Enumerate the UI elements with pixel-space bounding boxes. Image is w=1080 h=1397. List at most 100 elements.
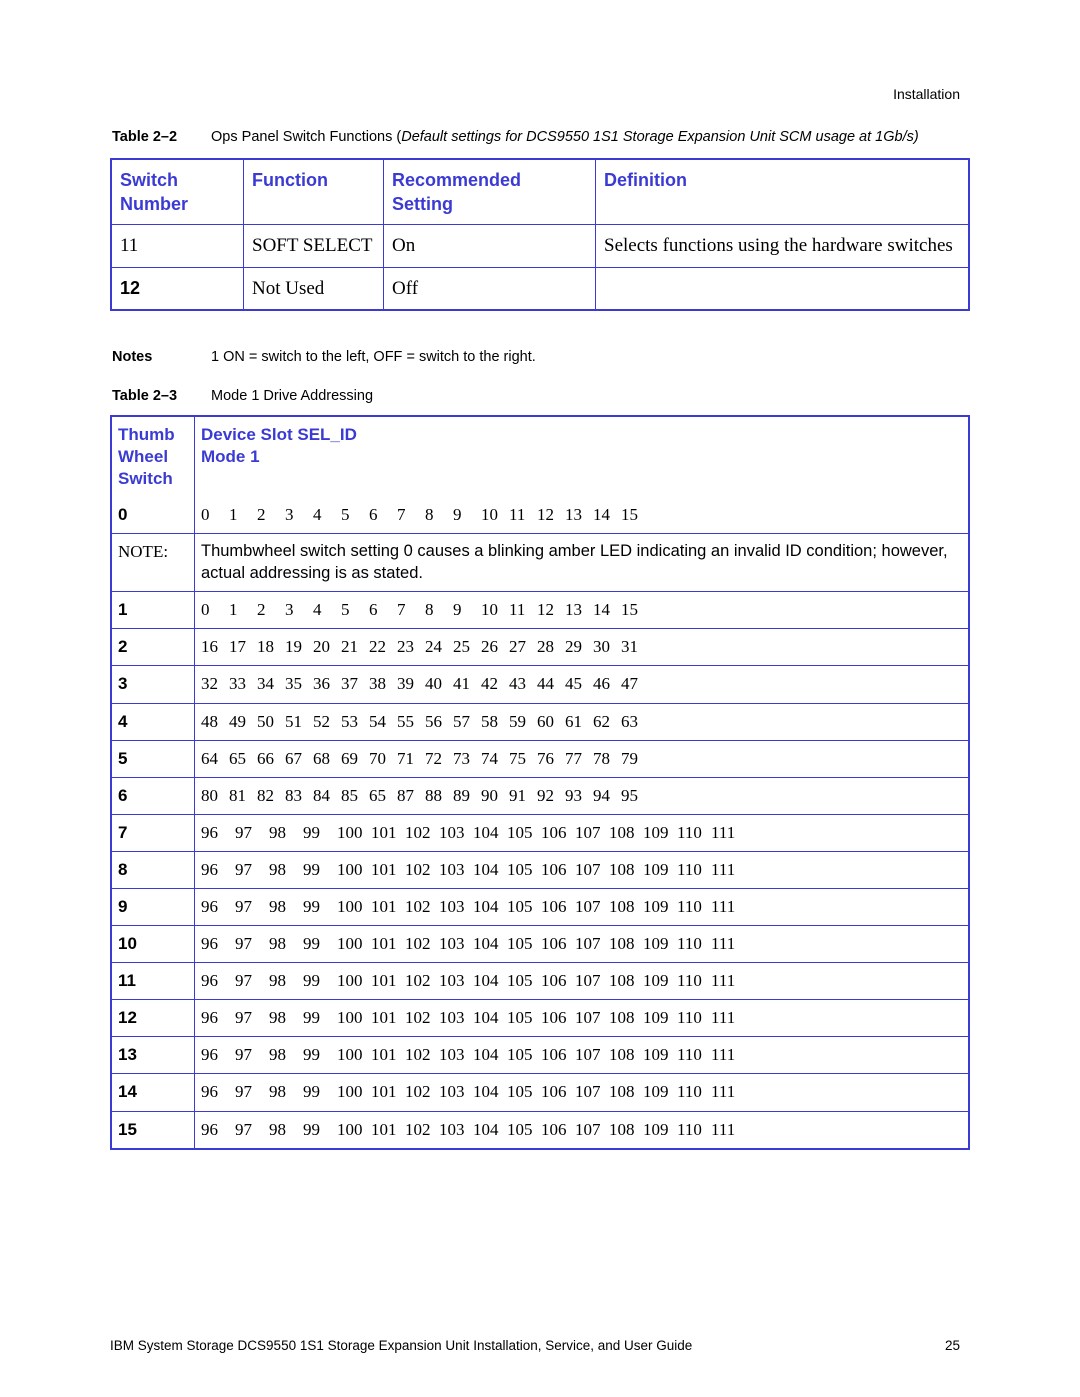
table22-col-function: Function bbox=[244, 159, 384, 225]
value: 107 bbox=[575, 933, 609, 955]
value: 7 bbox=[397, 504, 425, 526]
cell bbox=[596, 267, 970, 310]
cell: 11 bbox=[111, 225, 244, 268]
value: 98 bbox=[269, 1007, 303, 1029]
note-row: NOTE:Thumbwheel switch setting 0 causes … bbox=[111, 534, 969, 592]
value: 100 bbox=[337, 933, 371, 955]
values-cell: 48495051525354555657585960616263 bbox=[195, 703, 970, 740]
values-cell: 9697989910010110210310410510610710810911… bbox=[195, 1111, 970, 1149]
table23-caption-text: Mode 1 Drive Addressing bbox=[211, 388, 373, 404]
thumbwheel-cell: 11 bbox=[111, 963, 195, 1000]
value: 96 bbox=[201, 970, 235, 992]
table-row: 1296979899100101102103104105106107108109… bbox=[111, 1000, 969, 1037]
table-row: 1396979899100101102103104105106107108109… bbox=[111, 1037, 969, 1074]
value: 105 bbox=[507, 859, 541, 881]
value: 6 bbox=[369, 504, 397, 526]
table-row: 1596979899100101102103104105106107108109… bbox=[111, 1111, 969, 1149]
table22-caption-label: Table 2–2 bbox=[112, 128, 207, 148]
value: 108 bbox=[609, 822, 643, 844]
value: 21 bbox=[341, 636, 369, 658]
table23-caption: Table 2–3 Mode 1 Drive Addressing bbox=[110, 387, 970, 407]
table-row: 1496979899100101102103104105106107108109… bbox=[111, 1074, 969, 1111]
value: 80 bbox=[201, 785, 229, 807]
value: 107 bbox=[575, 970, 609, 992]
values-cell: 9697989910010110210310410510610710810911… bbox=[195, 1037, 970, 1074]
value: 58 bbox=[481, 711, 509, 733]
value: 13 bbox=[565, 599, 593, 621]
table23-caption-label: Table 2–3 bbox=[112, 387, 207, 407]
value: 97 bbox=[235, 859, 269, 881]
value: 36 bbox=[313, 673, 341, 695]
value: 8 bbox=[425, 599, 453, 621]
value: 99 bbox=[303, 859, 337, 881]
value: 96 bbox=[201, 859, 235, 881]
value: 105 bbox=[507, 970, 541, 992]
value: 23 bbox=[397, 636, 425, 658]
value: 6 bbox=[369, 599, 397, 621]
value: 109 bbox=[643, 896, 677, 918]
value: 105 bbox=[507, 1007, 541, 1029]
value: 111 bbox=[711, 822, 745, 844]
value: 98 bbox=[269, 896, 303, 918]
value: 2 bbox=[257, 599, 285, 621]
value: 41 bbox=[453, 673, 481, 695]
value: 111 bbox=[711, 970, 745, 992]
values-cell: 0123456789101112131415 bbox=[195, 592, 970, 629]
value: 27 bbox=[509, 636, 537, 658]
value: 104 bbox=[473, 822, 507, 844]
value: 11 bbox=[509, 504, 537, 526]
value: 93 bbox=[565, 785, 593, 807]
value: 77 bbox=[565, 748, 593, 770]
value: 67 bbox=[285, 748, 313, 770]
value: 96 bbox=[201, 1007, 235, 1029]
cell: SOFT SELECT bbox=[244, 225, 384, 268]
value: 79 bbox=[621, 748, 649, 770]
value: 107 bbox=[575, 1044, 609, 1066]
value: 26 bbox=[481, 636, 509, 658]
thumbwheel-cell: 14 bbox=[111, 1074, 195, 1111]
value: 51 bbox=[285, 711, 313, 733]
values-cell: 80818283848565878889909192939495 bbox=[195, 777, 970, 814]
value: 59 bbox=[509, 711, 537, 733]
value: 107 bbox=[575, 859, 609, 881]
thumbwheel-cell: 13 bbox=[111, 1037, 195, 1074]
value: 62 bbox=[593, 711, 621, 733]
value: 18 bbox=[257, 636, 285, 658]
cell: 12 bbox=[111, 267, 244, 310]
text: Device Slot SEL_IDMode 1 bbox=[201, 425, 357, 466]
value: 105 bbox=[507, 1119, 541, 1141]
table-row: 680818283848565878889909192939495 bbox=[111, 777, 969, 814]
value: 97 bbox=[235, 1007, 269, 1029]
value: 106 bbox=[541, 933, 575, 955]
header-section: Installation bbox=[893, 86, 960, 102]
value: 104 bbox=[473, 1119, 507, 1141]
table22-header-row: Switch Number Function Recommended Setti… bbox=[111, 159, 969, 225]
value: 107 bbox=[575, 896, 609, 918]
value: 10 bbox=[481, 504, 509, 526]
value: 29 bbox=[565, 636, 593, 658]
value: 105 bbox=[507, 933, 541, 955]
value: 52 bbox=[313, 711, 341, 733]
value: 92 bbox=[537, 785, 565, 807]
values-cell: 64656667686970717273747576777879 bbox=[195, 740, 970, 777]
table22-col-definition: Definition bbox=[596, 159, 970, 225]
text: Thumb Wheel Switch bbox=[118, 425, 175, 488]
value: 105 bbox=[507, 1044, 541, 1066]
value: 54 bbox=[369, 711, 397, 733]
value: 94 bbox=[593, 785, 621, 807]
value: 108 bbox=[609, 1044, 643, 1066]
value: 111 bbox=[711, 896, 745, 918]
value: 43 bbox=[509, 673, 537, 695]
value: 106 bbox=[541, 1081, 575, 1103]
value: 99 bbox=[303, 1044, 337, 1066]
value: 0 bbox=[201, 599, 229, 621]
value: 16 bbox=[201, 636, 229, 658]
value: 103 bbox=[439, 970, 473, 992]
value: 90 bbox=[481, 785, 509, 807]
value: 103 bbox=[439, 1119, 473, 1141]
value: 47 bbox=[621, 673, 649, 695]
value: 103 bbox=[439, 859, 473, 881]
value: 111 bbox=[711, 933, 745, 955]
value: 107 bbox=[575, 822, 609, 844]
value: 45 bbox=[565, 673, 593, 695]
